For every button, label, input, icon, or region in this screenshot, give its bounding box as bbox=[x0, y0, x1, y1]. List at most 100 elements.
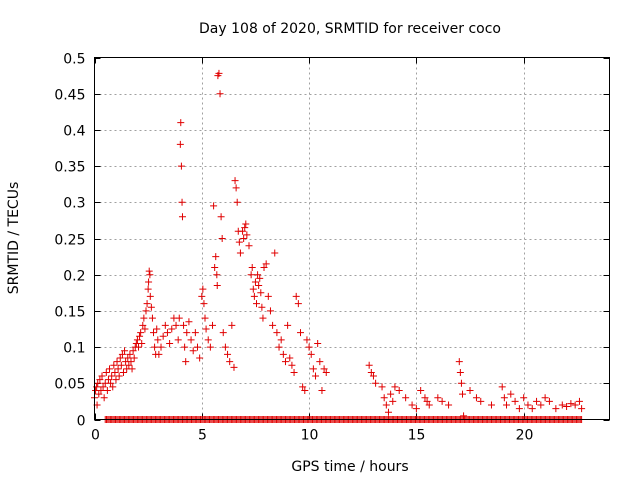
data-point bbox=[151, 343, 159, 351]
data-point bbox=[299, 383, 307, 391]
data-point bbox=[128, 365, 136, 373]
data-point bbox=[301, 387, 309, 395]
data-point bbox=[204, 336, 212, 344]
x-tick-label: 10 bbox=[301, 428, 319, 444]
plot-frame bbox=[94, 57, 610, 420]
data-point bbox=[500, 394, 508, 402]
data-point bbox=[176, 140, 184, 148]
data-point bbox=[110, 361, 118, 369]
data-point bbox=[233, 198, 241, 206]
data-point bbox=[154, 336, 162, 344]
data-point bbox=[378, 383, 386, 391]
axis-ticks: 0 0.05 0.1 0.15 0.2 0.25 0.3 0.35 0.4 0.45 0.5 0 5 10… bbox=[54, 52, 610, 444]
data-point bbox=[211, 263, 219, 271]
data-point bbox=[209, 321, 217, 329]
data-point bbox=[130, 354, 138, 362]
data-point bbox=[144, 285, 152, 293]
data-point bbox=[515, 405, 523, 413]
y-tick-label: 0.3 bbox=[63, 196, 85, 212]
data-point bbox=[253, 300, 261, 308]
data-point bbox=[174, 336, 182, 344]
data-point bbox=[511, 397, 519, 405]
data-point bbox=[226, 358, 234, 366]
data-point bbox=[384, 408, 392, 416]
data-point bbox=[99, 383, 107, 391]
data-point bbox=[498, 383, 506, 391]
data-point bbox=[277, 336, 285, 344]
data-point bbox=[269, 321, 277, 329]
data-point bbox=[290, 368, 298, 376]
data-point bbox=[503, 401, 510, 409]
data-point bbox=[460, 412, 468, 420]
data-point bbox=[537, 401, 545, 409]
data-point bbox=[96, 376, 104, 384]
data-point bbox=[137, 329, 145, 337]
data-point bbox=[520, 394, 528, 402]
data-point bbox=[119, 368, 127, 376]
data-point bbox=[541, 394, 549, 402]
data-point bbox=[178, 213, 186, 221]
data-point bbox=[194, 343, 201, 351]
data-point bbox=[248, 263, 256, 271]
data-point bbox=[251, 278, 259, 286]
data-point bbox=[391, 383, 399, 391]
data-point bbox=[230, 363, 238, 371]
data-point bbox=[408, 401, 416, 409]
data-point bbox=[457, 379, 465, 387]
data-point bbox=[147, 303, 155, 311]
y-tick-label: 0.4 bbox=[63, 124, 85, 140]
data-point bbox=[307, 350, 315, 358]
data-point bbox=[142, 307, 150, 315]
data-point bbox=[115, 372, 123, 380]
data-point bbox=[257, 289, 265, 297]
data-point bbox=[372, 379, 380, 387]
data-point bbox=[545, 397, 553, 405]
data-point bbox=[98, 372, 106, 380]
data-point bbox=[157, 343, 165, 351]
data-point bbox=[187, 336, 195, 344]
x-axis-label: GPS time / hours bbox=[291, 459, 408, 475]
data-point bbox=[434, 394, 442, 402]
data-point bbox=[181, 343, 189, 351]
data-point bbox=[150, 329, 158, 337]
data-point bbox=[117, 361, 125, 369]
data-point bbox=[206, 343, 214, 351]
data-point bbox=[259, 314, 267, 322]
data-point bbox=[172, 321, 180, 329]
data-point bbox=[417, 387, 425, 395]
data-point bbox=[108, 372, 116, 380]
data-point bbox=[294, 300, 302, 308]
data-point bbox=[213, 271, 221, 279]
data-point bbox=[159, 332, 167, 340]
y-tick-label: 0.45 bbox=[54, 88, 85, 104]
data-point bbox=[558, 401, 566, 409]
data-point bbox=[104, 376, 112, 384]
data-point bbox=[258, 303, 266, 311]
data-point bbox=[455, 358, 463, 366]
data-point bbox=[245, 242, 253, 250]
y-axis-label: SRMTID / TECUs bbox=[6, 182, 22, 295]
data-point bbox=[365, 361, 373, 369]
data-point bbox=[118, 350, 126, 358]
y-tick-label: 0.1 bbox=[63, 341, 85, 357]
data-point bbox=[215, 69, 223, 77]
data-point bbox=[200, 300, 208, 308]
data-point bbox=[221, 343, 229, 351]
data-point bbox=[395, 387, 403, 395]
y-tick-label: 0.5 bbox=[63, 52, 85, 68]
y-tick-label: 0.15 bbox=[54, 305, 85, 321]
data-point bbox=[202, 325, 210, 333]
data-point bbox=[126, 350, 134, 358]
data-point bbox=[100, 394, 108, 402]
data-point bbox=[312, 372, 320, 380]
data-point bbox=[217, 213, 225, 221]
chart-title: Day 108 of 2020, SRMTID for receiver coc… bbox=[199, 21, 501, 37]
data-point bbox=[216, 90, 224, 98]
data-point bbox=[148, 314, 156, 322]
data-point bbox=[250, 292, 258, 300]
data-point bbox=[275, 343, 283, 351]
data-point bbox=[228, 321, 236, 329]
data-point bbox=[177, 119, 185, 127]
data-point bbox=[472, 394, 480, 402]
